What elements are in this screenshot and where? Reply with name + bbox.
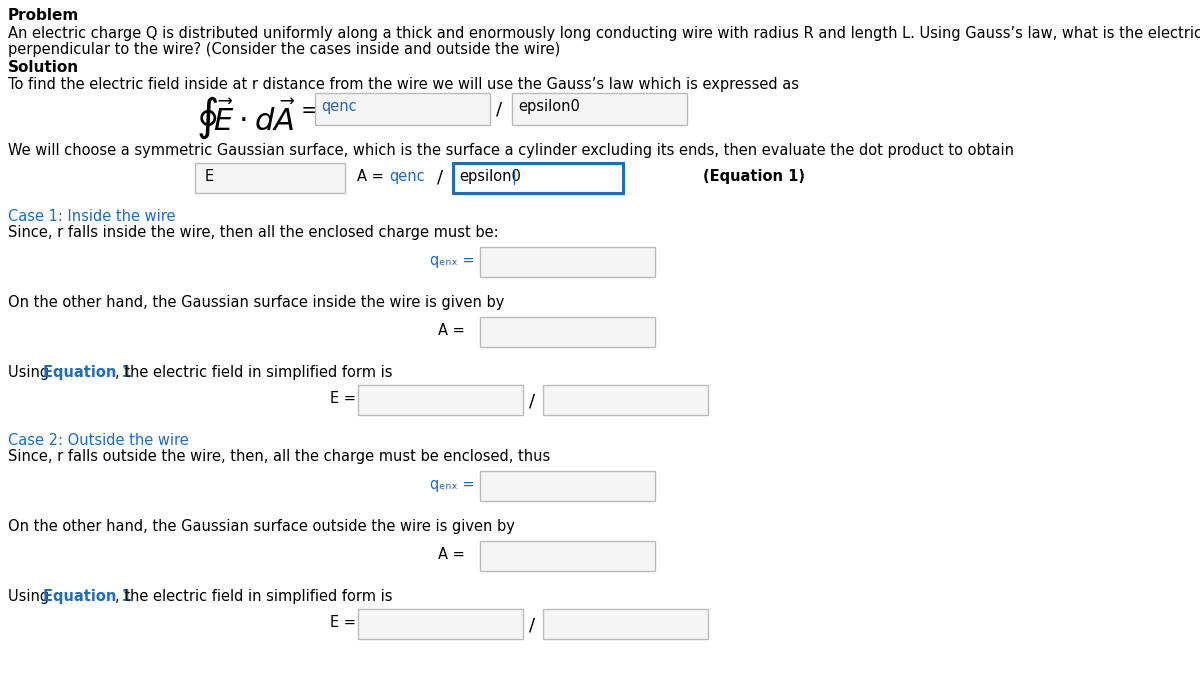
Text: Equation 1: Equation 1 <box>43 589 132 604</box>
Text: An electric charge Q is distributed uniformly along a thick and enormously long : An electric charge Q is distributed unif… <box>8 26 1200 41</box>
Text: Case 1: Inside the wire: Case 1: Inside the wire <box>8 209 175 224</box>
Text: Problem: Problem <box>8 8 79 23</box>
Bar <box>542 609 708 639</box>
Text: A =: A = <box>438 547 464 562</box>
Text: qₑₙₓ =: qₑₙₓ = <box>430 477 474 492</box>
Text: E =: E = <box>330 615 356 630</box>
Bar <box>194 163 346 193</box>
Text: On the other hand, the Gaussian surface inside the wire is given by: On the other hand, the Gaussian surface … <box>8 295 504 310</box>
Text: qenc: qenc <box>322 99 356 114</box>
Text: Using: Using <box>8 589 54 604</box>
Text: Since, r falls inside the wire, then all the enclosed charge must be:: Since, r falls inside the wire, then all… <box>8 225 499 240</box>
Bar <box>480 541 655 571</box>
Text: (Equation 1): (Equation 1) <box>703 169 805 184</box>
Bar <box>454 163 623 193</box>
Bar <box>358 609 523 639</box>
Text: Using: Using <box>8 365 54 380</box>
Text: We will choose a symmetric Gaussian surface, which is the surface a cylinder exc: We will choose a symmetric Gaussian surf… <box>8 143 1014 158</box>
Bar <box>358 385 523 415</box>
Text: $=$: $=$ <box>296 99 318 119</box>
Text: Since, r falls outside the wire, then, all the charge must be enclosed, thus: Since, r falls outside the wire, then, a… <box>8 449 551 464</box>
Text: epsilon0: epsilon0 <box>458 169 521 184</box>
Text: |: | <box>511 169 516 185</box>
Text: , the electric field in simplified form is: , the electric field in simplified form … <box>115 589 392 604</box>
Text: qenc: qenc <box>389 169 425 184</box>
Text: A =: A = <box>438 323 464 338</box>
Bar <box>512 93 686 125</box>
Text: A =: A = <box>358 169 384 184</box>
Text: epsilon0: epsilon0 <box>518 99 580 114</box>
Bar <box>542 385 708 415</box>
Text: Equation 1: Equation 1 <box>43 365 132 380</box>
Bar <box>480 471 655 501</box>
Text: , the electric field in simplified form is: , the electric field in simplified form … <box>115 365 392 380</box>
Text: Solution: Solution <box>8 60 79 75</box>
Text: /: / <box>496 101 502 119</box>
Text: To find the electric field inside at r distance from the wire we will use the Ga: To find the electric field inside at r d… <box>8 77 799 92</box>
Text: /: / <box>529 617 535 635</box>
Text: perpendicular to the wire? (Consider the cases inside and outside the wire): perpendicular to the wire? (Consider the… <box>8 42 560 57</box>
Text: E: E <box>205 169 214 184</box>
Bar <box>480 247 655 277</box>
Bar <box>480 317 655 347</box>
Text: E =: E = <box>330 391 356 406</box>
Text: Case 2: Outside the wire: Case 2: Outside the wire <box>8 433 188 448</box>
Text: On the other hand, the Gaussian surface outside the wire is given by: On the other hand, the Gaussian surface … <box>8 519 515 534</box>
Text: qₑₙₓ =: qₑₙₓ = <box>430 253 474 268</box>
Text: $\oint\!\vec{E}\cdot d\vec{A}$: $\oint\!\vec{E}\cdot d\vec{A}$ <box>196 95 295 141</box>
Bar <box>314 93 490 125</box>
Text: /: / <box>437 169 443 187</box>
Text: /: / <box>529 393 535 411</box>
